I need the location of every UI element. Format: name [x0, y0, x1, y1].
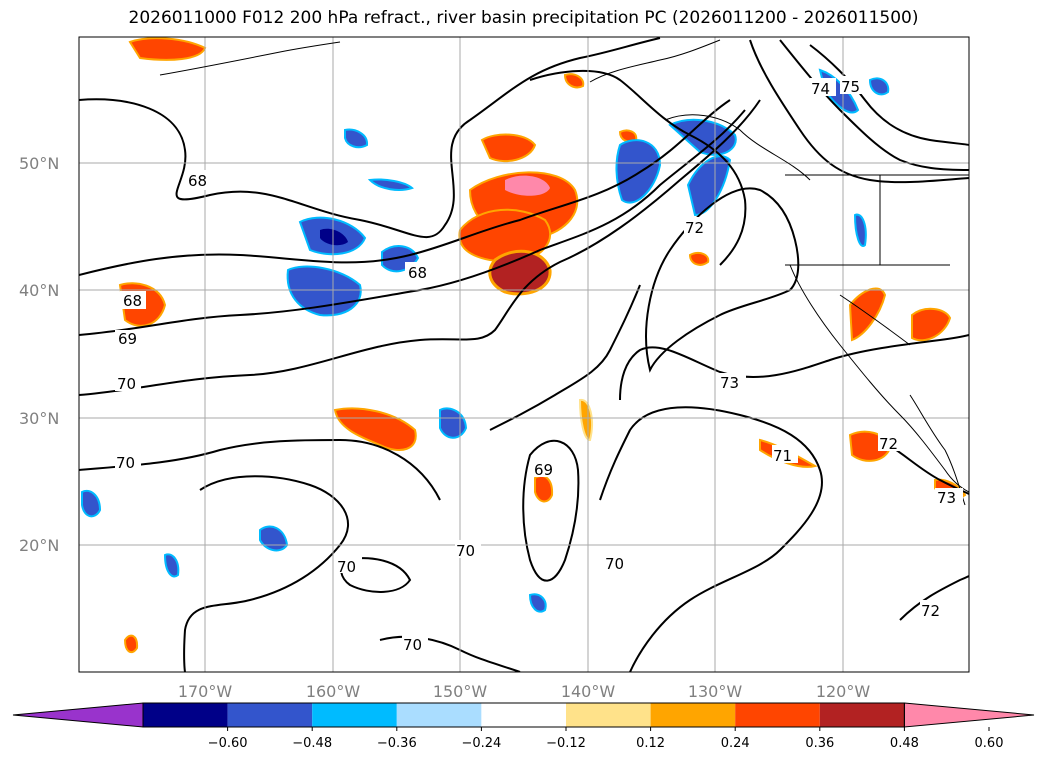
- plot-area: [79, 37, 969, 672]
- colorbar-tick-label: −0.48: [292, 736, 332, 751]
- colorbar-segment: [650, 703, 736, 727]
- colorbar-segment: [396, 703, 482, 727]
- contour-label: 72: [921, 602, 940, 620]
- colorbar-segment: [735, 703, 820, 727]
- lat-label-20n: 20°N: [19, 536, 59, 555]
- contour-label-group: 68 68 68 69 70 70 70 70 70 70 69 71 72: [115, 76, 963, 654]
- contour-label: 70: [605, 555, 624, 573]
- lat-label-30n: 30°N: [19, 409, 59, 428]
- lat-label-40n: 40°N: [19, 281, 59, 300]
- contour-label: 68: [188, 172, 207, 190]
- longitude-labels: 170°W 160°W 150°W 140°W 130°W 120°W: [178, 682, 871, 701]
- contour-label: 75: [841, 78, 860, 96]
- latitude-labels: 50°N 40°N 30°N 20°N: [19, 154, 59, 555]
- contour-label: 70: [117, 375, 136, 393]
- contour-label: 73: [720, 374, 739, 392]
- colorbar-segment: [566, 703, 651, 727]
- negative-precip-shading: [81, 68, 890, 613]
- colorbar-segment: [312, 703, 397, 727]
- colorbar-tick-label: 0.60: [975, 736, 1004, 751]
- lon-label-120w: 120°W: [816, 682, 871, 701]
- colorbar-tick-label: 0.12: [636, 736, 665, 751]
- contour-label: 71: [773, 447, 792, 465]
- lon-label-140w: 140°W: [561, 682, 616, 701]
- contour-label: 68: [123, 292, 142, 310]
- contour-label: 74: [811, 80, 830, 98]
- colorbar-segment: [143, 703, 228, 727]
- lon-label-130w: 130°W: [688, 682, 743, 701]
- contour-label: 68: [408, 264, 427, 282]
- contour-label: 70: [403, 636, 422, 654]
- lon-label-170w: 170°W: [178, 682, 233, 701]
- lon-label-160w: 160°W: [306, 682, 361, 701]
- colorbar-frame: [142, 702, 905, 728]
- contour-label: 72: [879, 435, 898, 453]
- contour-label: 72: [685, 219, 704, 237]
- contour-label: 69: [534, 461, 553, 479]
- colorbar: −0.60 −0.48 −0.36 −0.24 −0.12 0.12 0.24 0.36 0.4…: [12, 702, 1035, 751]
- lon-label-150w: 150°W: [433, 682, 488, 701]
- colorbar-tick-label: 0.24: [721, 736, 750, 751]
- colorbar-segment: [819, 703, 905, 727]
- colorbar-extend-high: [903, 702, 1035, 728]
- lat-label-50n: 50°N: [19, 154, 59, 173]
- map-title: 2026011000 F012 200 hPa refract., river …: [128, 8, 919, 28]
- colorbar-tick-label: 0.36: [805, 736, 834, 751]
- contour-label: 70: [116, 454, 135, 472]
- grid-lines: [79, 37, 969, 672]
- coastlines: [159, 39, 969, 506]
- colorbar-segment: [481, 703, 566, 727]
- contour-label: 73: [937, 489, 956, 507]
- contour-label: 70: [337, 558, 356, 576]
- plot-frame: [78, 36, 970, 673]
- colorbar-tick-label: −0.36: [377, 736, 417, 751]
- contour-label: 70: [456, 542, 475, 560]
- contour-label: 69: [118, 330, 137, 348]
- colorbar-tick-label: 0.48: [890, 736, 919, 751]
- colorbar-tick-label: −0.60: [208, 736, 248, 751]
- colorbar-segment: [227, 703, 313, 727]
- colorbar-extend-low: [12, 702, 144, 728]
- colorbar-tick-label: −0.24: [461, 736, 501, 751]
- colorbar-tick-label: −0.12: [546, 736, 586, 751]
